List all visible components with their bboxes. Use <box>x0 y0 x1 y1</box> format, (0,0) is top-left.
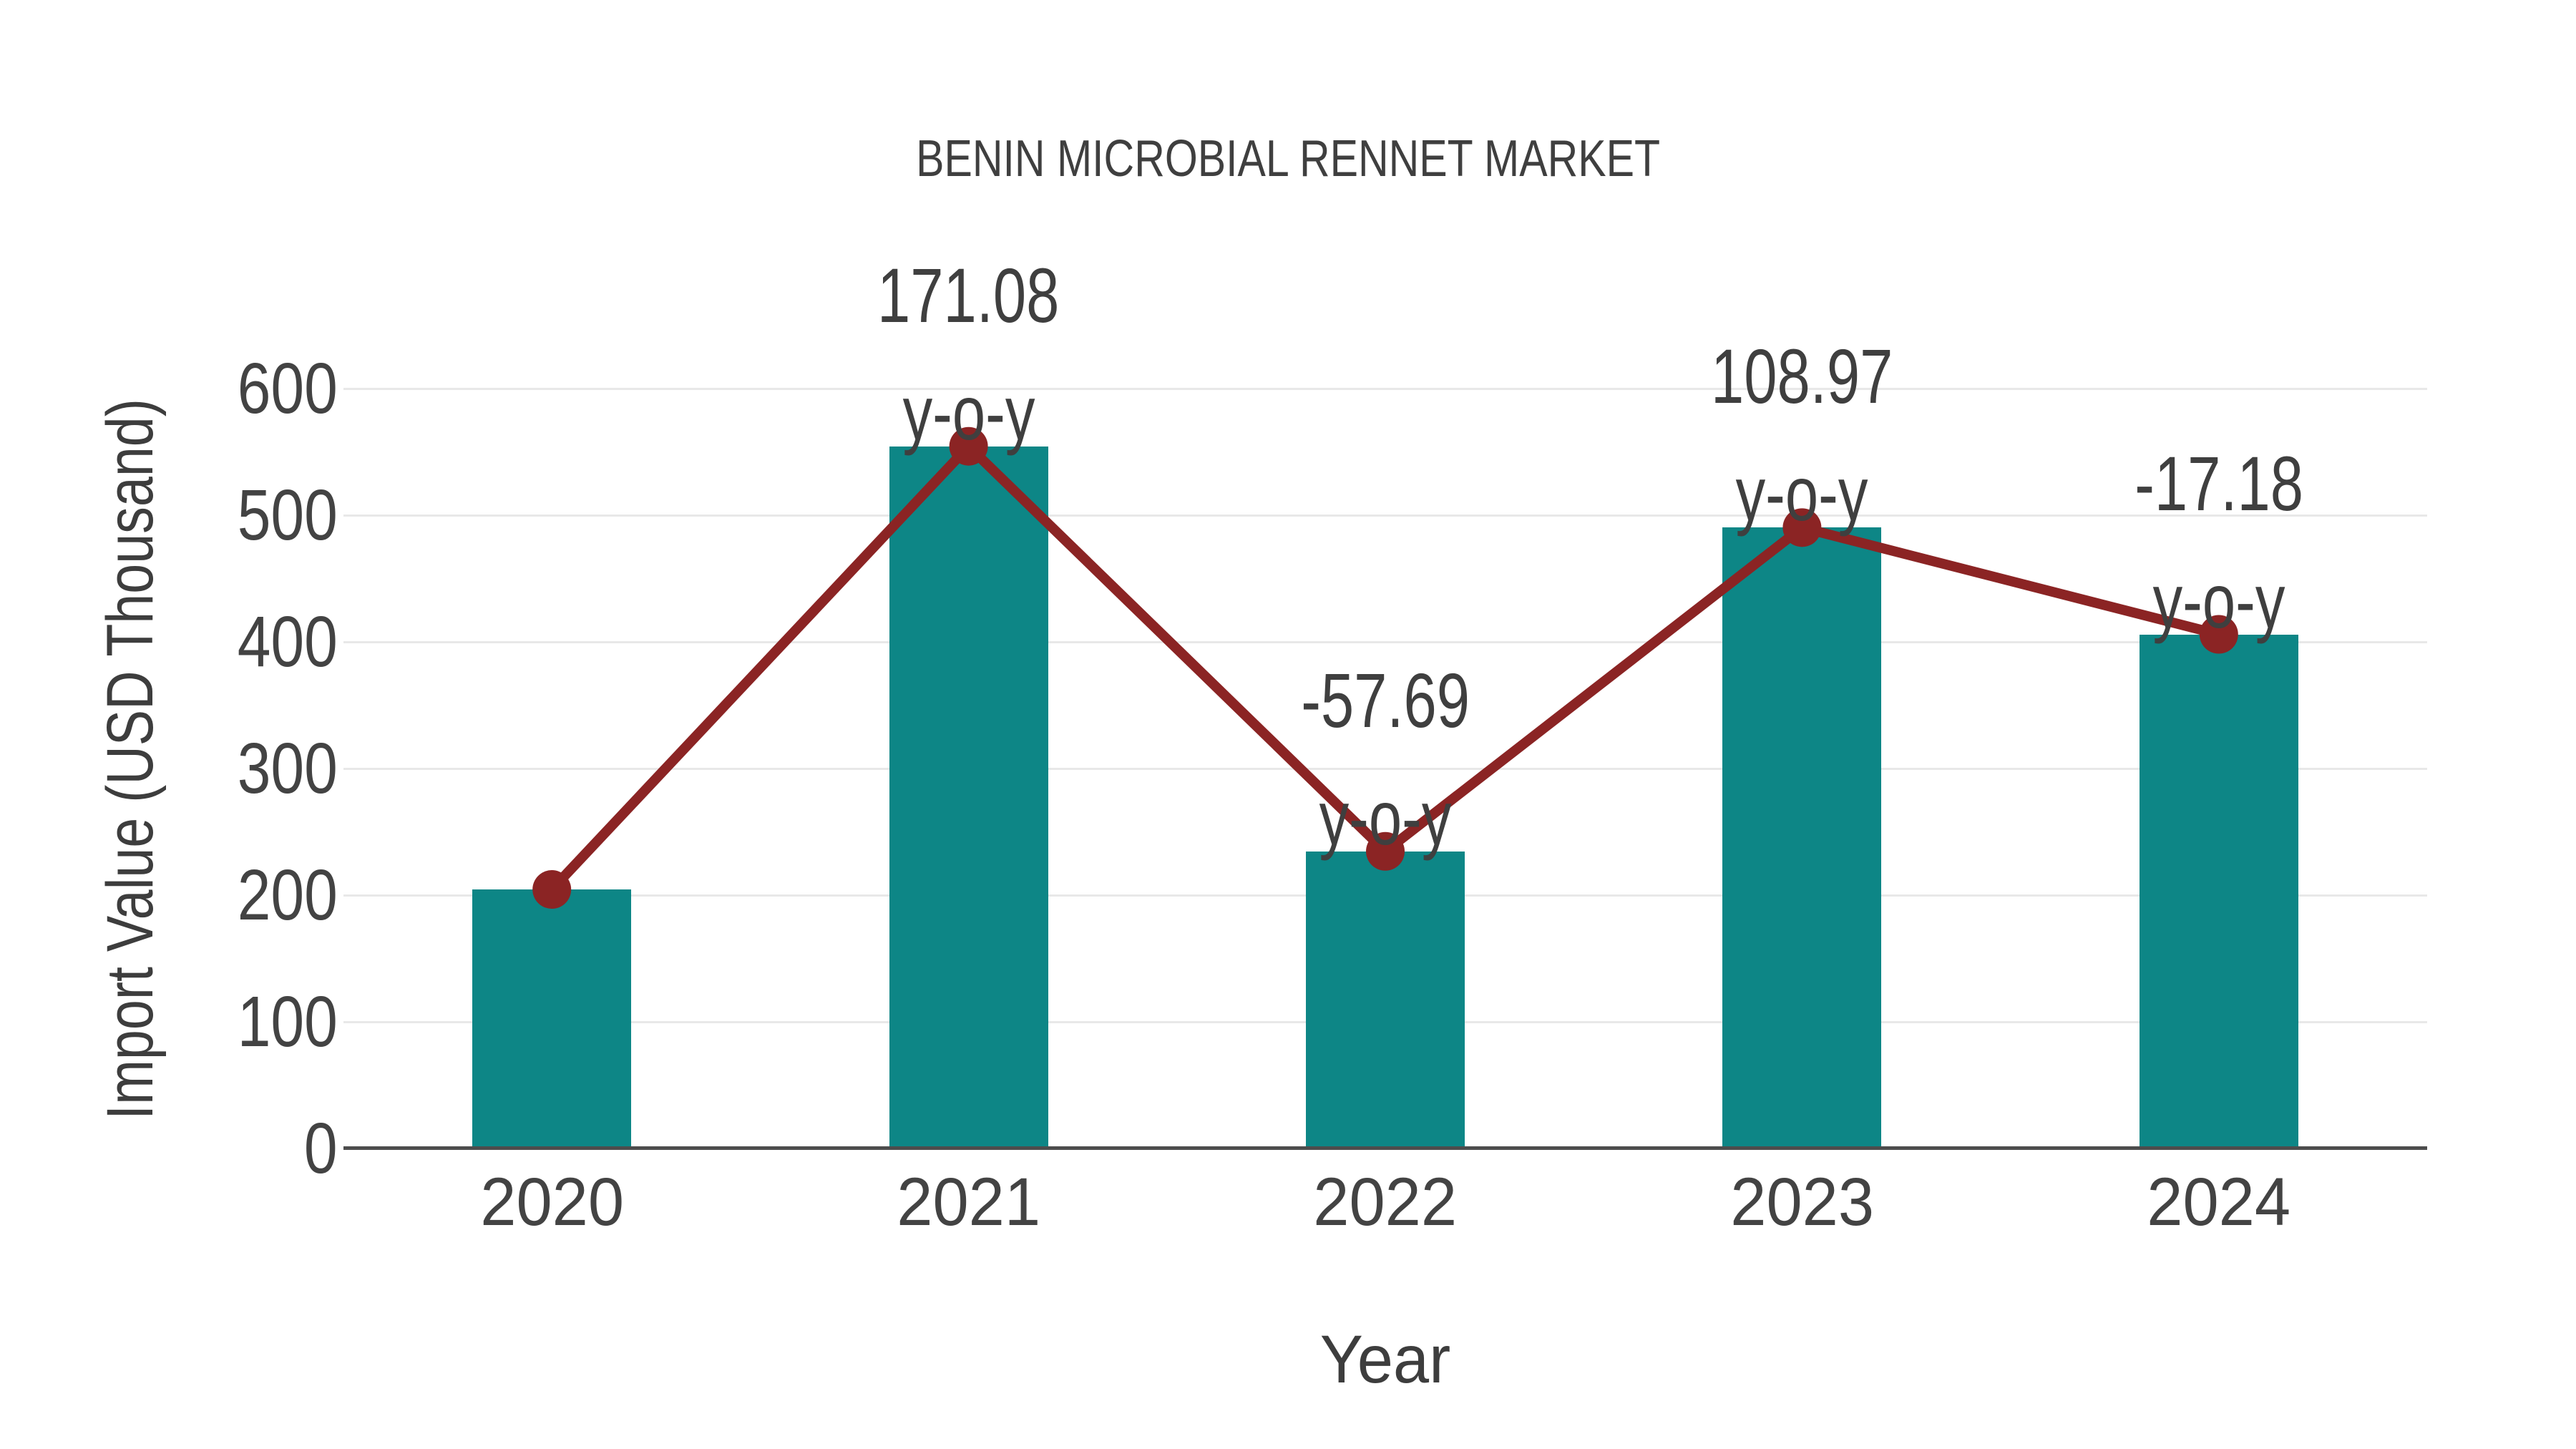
gridline-500 <box>343 514 2427 517</box>
marker-2020 <box>532 870 572 909</box>
y-tick-label-100: 100 <box>218 985 338 1059</box>
x-tick-label-2020: 2020 <box>337 1165 766 1239</box>
y-tick-label-300: 300 <box>218 731 338 806</box>
y-tick-text-500: 500 <box>237 475 338 555</box>
annotation-2022: -57.69 y-o-y <box>1063 642 1707 877</box>
annotation-suffix-2023: y-o-y <box>1735 450 1868 537</box>
x-tick-text-2021: 2021 <box>897 1164 1040 1240</box>
annotation-suffix-2021: y-o-y <box>902 369 1035 456</box>
y-tick-label-200: 200 <box>218 858 338 932</box>
x-axis-title-text: Year <box>1319 1322 1451 1397</box>
annotation-2024: -17.18 y-o-y <box>1897 425 2541 660</box>
y-tick-label-500: 500 <box>218 478 338 552</box>
x-tick-label-2022: 2022 <box>1171 1165 1600 1239</box>
x-tick-label-2023: 2023 <box>1587 1165 2016 1239</box>
bar-2021 <box>889 446 1048 1148</box>
annotation-suffix-2022: y-o-y <box>1319 774 1452 861</box>
marker-2023 <box>1782 508 1822 547</box>
x-tick-label-2024: 2024 <box>2004 1165 2434 1239</box>
y-tick-text-200: 200 <box>237 855 338 935</box>
y-tick-text-300: 300 <box>237 728 338 809</box>
bar-2020 <box>472 889 632 1148</box>
x-axis-line <box>343 1146 2427 1150</box>
y-tick-text-600: 600 <box>237 348 338 429</box>
annotation-value-2024: -17.18 <box>2134 439 2303 527</box>
y-tick-label-400: 400 <box>218 605 338 679</box>
x-tick-text-2022: 2022 <box>1313 1164 1458 1240</box>
gridline-300 <box>343 767 2427 770</box>
bar-2023 <box>1722 527 1882 1148</box>
plot-area <box>343 387 2427 1148</box>
x-axis-title: Year <box>343 1322 2427 1397</box>
marker-2022 <box>1366 831 1405 871</box>
annotation-2023: 108.97 y-o-y <box>1480 318 2124 552</box>
y-tick-label-600: 600 <box>218 351 338 426</box>
y-axis-title: Import Value (USD Thousand) <box>93 320 167 1199</box>
marker-2021 <box>949 426 988 466</box>
gridline-600 <box>343 387 2427 390</box>
y-tick-text-100: 100 <box>237 982 338 1062</box>
y-tick-text-400: 400 <box>237 602 338 682</box>
gridline-400 <box>343 640 2427 643</box>
annotation-value-2021: 171.08 <box>877 251 1060 338</box>
x-tick-text-2020: 2020 <box>479 1164 624 1240</box>
bar-2024 <box>2139 634 2298 1148</box>
y-tick-label-0: 0 <box>298 1111 338 1186</box>
annotation-value-2022: -57.69 <box>1301 656 1470 743</box>
x-tick-text-2023: 2023 <box>1730 1164 1874 1240</box>
annotation-value-2023: 108.97 <box>1711 333 1893 420</box>
y-axis-title-text: Import Value (USD Thousand) <box>94 399 167 1120</box>
marker-2024 <box>2199 615 2238 654</box>
trend-line-layer <box>532 426 2238 909</box>
x-tick-text-2024: 2024 <box>2147 1164 2291 1240</box>
bar-2022 <box>1306 851 1465 1148</box>
x-tick-label-2021: 2021 <box>754 1165 1184 1239</box>
chart-title: BENIN MICROBIAL RENNET MARKET <box>0 122 2576 196</box>
annotation-suffix-2024: y-o-y <box>2152 557 2285 644</box>
annotation-2021: 171.08 y-o-y <box>647 237 1291 472</box>
y-tick-text-0: 0 <box>304 1108 338 1189</box>
chart-title-text: BENIN MICROBIAL RENNET MARKET <box>916 130 1660 187</box>
